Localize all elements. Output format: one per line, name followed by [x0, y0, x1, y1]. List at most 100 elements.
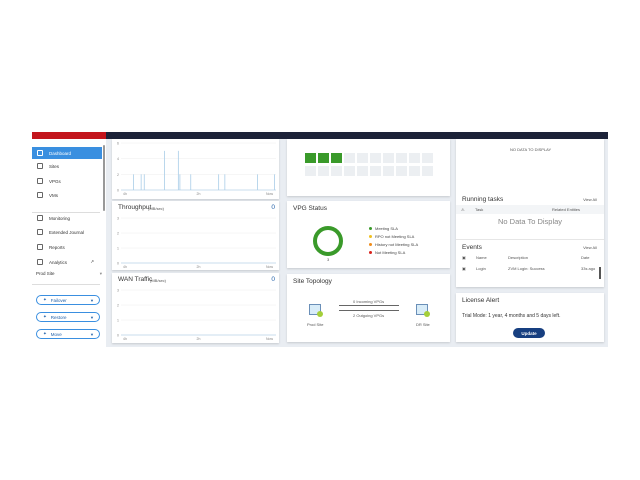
vpg-cell[interactable] [396, 153, 407, 163]
legend-label: Meeting SLA [375, 226, 398, 231]
divider [32, 212, 100, 213]
y-tick-label: 0 [117, 189, 119, 193]
brand-bar [32, 132, 106, 139]
x-tick-label: 4h [123, 337, 127, 341]
sidebar-item-label: Monitoring [49, 215, 71, 221]
vpg-cell[interactable] [305, 166, 316, 176]
sidebar-item-vms[interactable]: VMs [32, 189, 102, 201]
vpg-cell[interactable] [318, 166, 329, 176]
vpg-cell[interactable] [331, 166, 342, 176]
y-tick-label: 0 [117, 262, 119, 266]
site-icon[interactable] [309, 304, 323, 317]
vpgs-icon [37, 178, 43, 184]
vpg-cell[interactable] [370, 153, 381, 163]
update-button[interactable]: Update [513, 328, 545, 338]
sidebar-item-label: VPGs [49, 178, 61, 184]
legend-dot [369, 227, 372, 230]
event-name: Login [476, 266, 486, 271]
sidebar-item-sites[interactable]: Sites [32, 160, 102, 172]
divider [32, 284, 100, 285]
table-row[interactable]: ▣ Login ZVM Login: Success 33s ago [456, 264, 598, 273]
y-tick-label: 1 [117, 319, 119, 323]
vpg-cell[interactable] [331, 153, 342, 163]
site-select[interactable]: Prod Site ▾ [36, 271, 102, 277]
vpg-cell[interactable] [396, 166, 407, 176]
calendar-icon: ▣ [462, 255, 466, 260]
sidebar-item-reports[interactable]: Reports [32, 241, 102, 253]
sidebar-item-label: Reports [49, 244, 65, 250]
caret-down-icon: ▼ [90, 314, 94, 320]
col-name: Name [476, 255, 487, 260]
restore-button[interactable]: ✦ Restore ▼ [36, 312, 100, 322]
vpg-cell[interactable] [357, 166, 368, 176]
running-tasks-view-all[interactable]: View All [583, 197, 597, 202]
events-scrollbar[interactable] [599, 267, 601, 279]
sidebar: Dashboard Sites VPGs VMs Monitoring Extended … [32, 139, 106, 347]
x-tick-label: 2h [197, 192, 201, 196]
y-tick-label: 6 [117, 142, 119, 146]
y-tick-label: 2 [117, 304, 119, 308]
vpg-cell[interactable] [409, 166, 420, 176]
col-task: Task [475, 207, 484, 212]
target-site: DR Site [416, 322, 430, 327]
vpg-grid-card [287, 139, 450, 196]
event-icon: ▣ [462, 266, 466, 271]
vpg-cell[interactable] [383, 153, 394, 163]
events-view-all[interactable]: View All [583, 245, 597, 250]
event-date: 33s ago [581, 266, 596, 271]
col-date: Date [581, 255, 590, 260]
vpg-cell[interactable] [422, 166, 433, 176]
warning-icon: ⚠ [461, 207, 465, 212]
incoming-arrow [339, 305, 399, 306]
site-topology-card: Site Topology Prod Site 0 Incoming VPGs … [287, 274, 450, 342]
sidebar-item-dashboard[interactable]: Dashboard [32, 147, 102, 159]
col-entities: Related Entities [552, 207, 581, 212]
site-icon[interactable] [416, 304, 430, 317]
vpg-cell[interactable] [318, 153, 329, 163]
reports-icon [37, 244, 43, 250]
y-tick-label: 4 [117, 157, 119, 161]
legend-item: History not Meeting SLA [369, 242, 418, 247]
move-button[interactable]: ✦ Move ▼ [36, 329, 100, 339]
vpg-cell[interactable] [370, 166, 381, 176]
vpg-count: 3 [327, 257, 330, 262]
vms-icon [37, 192, 43, 198]
sidebar-scrollbar[interactable] [103, 145, 105, 211]
throughput-value: 0 [271, 204, 275, 211]
vpg-cell[interactable] [409, 153, 420, 163]
sidebar-item-monitoring[interactable]: Monitoring [32, 212, 102, 224]
event-description: ZVM Login: Success [508, 266, 545, 271]
action-label: Failover [50, 297, 67, 303]
vpg-cell[interactable] [344, 166, 355, 176]
y-tick-label: 0 [117, 334, 119, 338]
legend-label: History not Meeting SLA [375, 242, 419, 247]
license-alert-card: License Alert Trial Mode: 1 year, 4 mont… [456, 293, 604, 342]
chart-card-wan: WAN Traffic (MB/sec) 0 3 2 1 0 4h 2h Now [112, 273, 279, 343]
wan-title: WAN Traffic [118, 276, 153, 283]
x-tick-label: Now [266, 192, 273, 196]
vpg-status-title: VPG Status [293, 205, 327, 212]
legend-dot [369, 251, 372, 254]
vpg-cell[interactable] [383, 166, 394, 176]
vpg-cell[interactable] [422, 153, 433, 163]
throughput-title: Throughput [118, 204, 152, 211]
sidebar-item-extended-journal[interactable]: Extended Journal [32, 226, 102, 238]
license-title: License Alert [462, 297, 500, 304]
x-tick-label: Now [266, 265, 273, 269]
chart-wan: 3 2 1 0 4h 2h Now [117, 289, 276, 341]
x-tick-label: 2h [197, 265, 201, 269]
x-tick-label: 4h [123, 265, 127, 269]
journal-icon [37, 229, 43, 235]
tasks-empty: No Data To Display [498, 217, 563, 226]
sidebar-item-analytics[interactable]: Analytics ↗ [32, 256, 102, 268]
sidebar-item-label: Sites [49, 163, 60, 169]
vpg-cell[interactable] [305, 153, 316, 163]
chart-card-vpgs: 6 4 2 0 4h 2h Now [112, 139, 279, 199]
failover-icon: ✦ [43, 297, 47, 302]
sidebar-item-vpgs[interactable]: VPGs [32, 175, 102, 187]
dashboard-icon [37, 150, 43, 156]
vpg-cell[interactable] [357, 153, 368, 163]
vpg-cell[interactable] [344, 153, 355, 163]
y-tick-label: 1 [117, 247, 119, 251]
failover-button[interactable]: ✦ Failover ▼ [36, 295, 100, 305]
